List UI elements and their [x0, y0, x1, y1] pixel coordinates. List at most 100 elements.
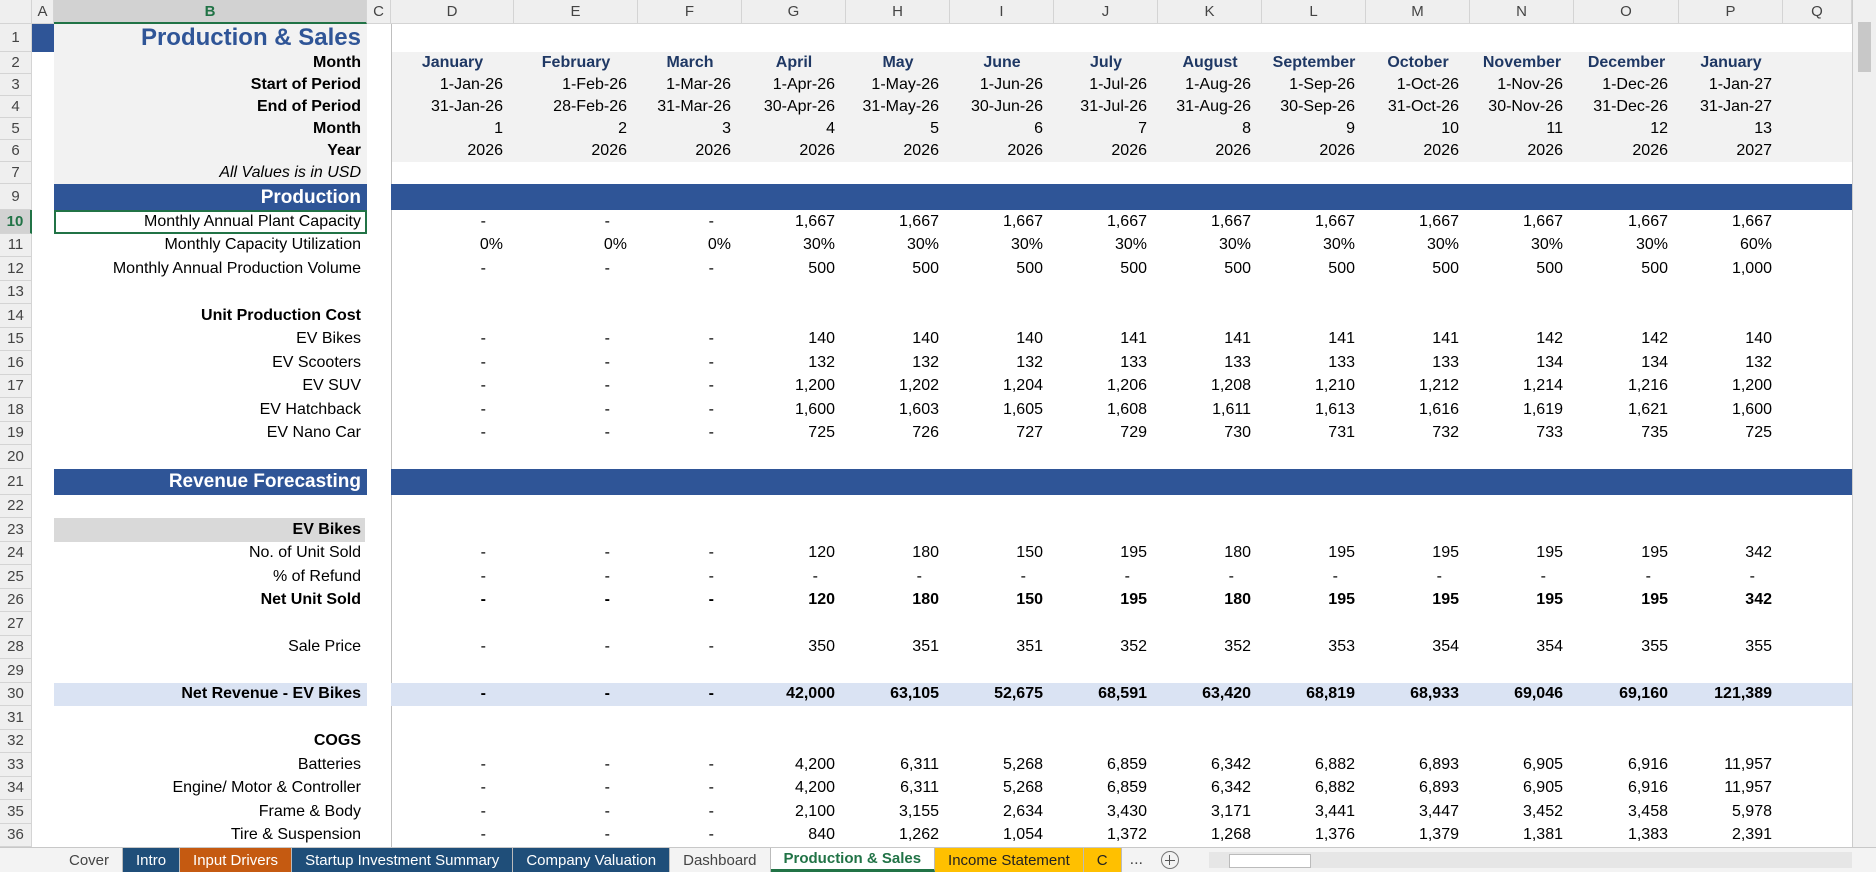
cell-value[interactable]: 730	[1158, 422, 1262, 446]
cell-value[interactable]: 6,916	[1574, 753, 1679, 777]
cell-value[interactable]: 351	[950, 636, 1054, 660]
row-header[interactable]: 34	[0, 777, 32, 801]
cell-value[interactable]: 500	[742, 257, 846, 281]
cell-value[interactable]: -	[514, 589, 638, 613]
cell-value[interactable]: 1-Mar-26	[638, 74, 742, 96]
cell-value[interactable]: 195	[1054, 542, 1158, 566]
row-label[interactable]: Year	[54, 140, 367, 162]
cell-value[interactable]: 30%	[1054, 234, 1158, 258]
cell-value[interactable]: 180	[1158, 542, 1262, 566]
cell-value[interactable]: -	[638, 351, 742, 375]
cell-value[interactable]: -	[391, 210, 514, 234]
cell-value[interactable]: 31-Oct-26	[1366, 96, 1470, 118]
cell-value[interactable]: 11,957	[1679, 753, 1783, 777]
cell-value[interactable]: 140	[846, 328, 950, 352]
cell-value[interactable]: 1-Jul-26	[1054, 74, 1158, 96]
cell-value[interactable]: 195	[1470, 542, 1574, 566]
cell-value[interactable]: -	[1158, 565, 1262, 589]
row-header[interactable]: 27	[0, 612, 32, 636]
cell-value[interactable]: 726	[846, 422, 950, 446]
cell-value[interactable]: -	[514, 257, 638, 281]
row-header[interactable]: 33	[0, 753, 32, 777]
cell-value[interactable]: 10	[1366, 118, 1470, 140]
cell-value[interactable]: 31-Mar-26	[638, 96, 742, 118]
cell-value[interactable]: -	[391, 257, 514, 281]
cell-value[interactable]: -	[638, 375, 742, 399]
cell-value[interactable]: 180	[1158, 589, 1262, 613]
column-header[interactable]: N	[1470, 0, 1574, 24]
cell-value[interactable]: 500	[1574, 257, 1679, 281]
row-header[interactable]: 32	[0, 730, 32, 754]
cell-value[interactable]: -	[846, 565, 950, 589]
cell-value[interactable]: 132	[846, 351, 950, 375]
row-header[interactable]: 21	[0, 469, 32, 495]
cell-value[interactable]: 30-Sep-26	[1262, 96, 1366, 118]
column-header[interactable]: O	[1574, 0, 1679, 24]
row-header[interactable]: 16	[0, 351, 32, 375]
cell-value[interactable]: 840	[742, 824, 846, 848]
cell-value[interactable]: 3	[638, 118, 742, 140]
cell-value[interactable]: 13	[1679, 118, 1783, 140]
cell-value[interactable]: 355	[1679, 636, 1783, 660]
cell-value[interactable]: 28-Feb-26	[514, 96, 638, 118]
cell-value[interactable]: -	[391, 800, 514, 824]
row-label[interactable]: Net Unit Sold	[54, 589, 367, 613]
cell-value[interactable]: 2026	[846, 140, 950, 162]
cell-value[interactable]: 1,603	[846, 398, 950, 422]
cell-value[interactable]: 727	[950, 422, 1054, 446]
cell-value[interactable]: 60%	[1679, 234, 1783, 258]
cell-value[interactable]: 31-Jan-26	[391, 96, 514, 118]
cell-value[interactable]: 352	[1158, 636, 1262, 660]
cell-value[interactable]: 1,621	[1574, 398, 1679, 422]
column-header[interactable]: K	[1158, 0, 1262, 24]
cell-value[interactable]: 52,675	[950, 683, 1054, 707]
cell-value[interactable]: -	[391, 565, 514, 589]
cell-value[interactable]: 2,391	[1679, 824, 1783, 848]
cell-value[interactable]: 1,605	[950, 398, 1054, 422]
cell-value[interactable]: 30-Jun-26	[950, 96, 1054, 118]
row-label[interactable]: All Values is in USD	[54, 162, 367, 184]
cell-value[interactable]: 3,452	[1470, 800, 1574, 824]
cell-value[interactable]: -	[1470, 565, 1574, 589]
cell-value[interactable]: 11,957	[1679, 777, 1783, 801]
cell-value[interactable]: 132	[742, 351, 846, 375]
row-label[interactable]: Month	[54, 52, 367, 74]
sheet-tab[interactable]: C	[1084, 848, 1122, 872]
cell-value[interactable]: 500	[950, 257, 1054, 281]
column-header[interactable]: D	[391, 0, 514, 24]
cell-value[interactable]: 30%	[1470, 234, 1574, 258]
row-header[interactable]: 10	[0, 210, 32, 234]
cell-value[interactable]: 30%	[1262, 234, 1366, 258]
cell-value[interactable]: 134	[1470, 351, 1574, 375]
cell-value[interactable]: 1,667	[1054, 210, 1158, 234]
cell-value[interactable]: -	[638, 589, 742, 613]
cell-value[interactable]: 180	[846, 542, 950, 566]
cell-value[interactable]: 30-Apr-26	[742, 96, 846, 118]
cell-value[interactable]: 1,611	[1158, 398, 1262, 422]
cell-value[interactable]: 195	[1574, 542, 1679, 566]
cell-value[interactable]: -	[514, 777, 638, 801]
cell-value[interactable]: January	[391, 52, 514, 74]
cell-value[interactable]: 195	[1366, 589, 1470, 613]
cell-value[interactable]: 355	[1574, 636, 1679, 660]
cell-value[interactable]: 6,342	[1158, 753, 1262, 777]
cell-value[interactable]: 31-Jul-26	[1054, 96, 1158, 118]
cell-value[interactable]: 1,210	[1262, 375, 1366, 399]
cell-value[interactable]: 132	[950, 351, 1054, 375]
row-label[interactable]: Monthly Capacity Utilization	[54, 234, 367, 258]
cell-value[interactable]: 3,155	[846, 800, 950, 824]
cell-value[interactable]: 1	[391, 118, 514, 140]
row-label[interactable]: EV Nano Car	[54, 422, 367, 446]
add-sheet-button[interactable]	[1161, 851, 1179, 869]
cell-value[interactable]: 12	[1574, 118, 1679, 140]
tab-overflow[interactable]: ...	[1122, 848, 1151, 872]
cell-value[interactable]: -	[1366, 565, 1470, 589]
cell-value[interactable]: -	[638, 800, 742, 824]
row-label[interactable]: Batteries	[54, 753, 367, 777]
cell-value[interactable]: 6,905	[1470, 753, 1574, 777]
row-label[interactable]: % of Refund	[54, 565, 367, 589]
column-header[interactable]: Q	[1783, 0, 1852, 24]
cell-value[interactable]: 354	[1366, 636, 1470, 660]
cell-value[interactable]: 11	[1470, 118, 1574, 140]
cell-value[interactable]: November	[1470, 52, 1574, 74]
